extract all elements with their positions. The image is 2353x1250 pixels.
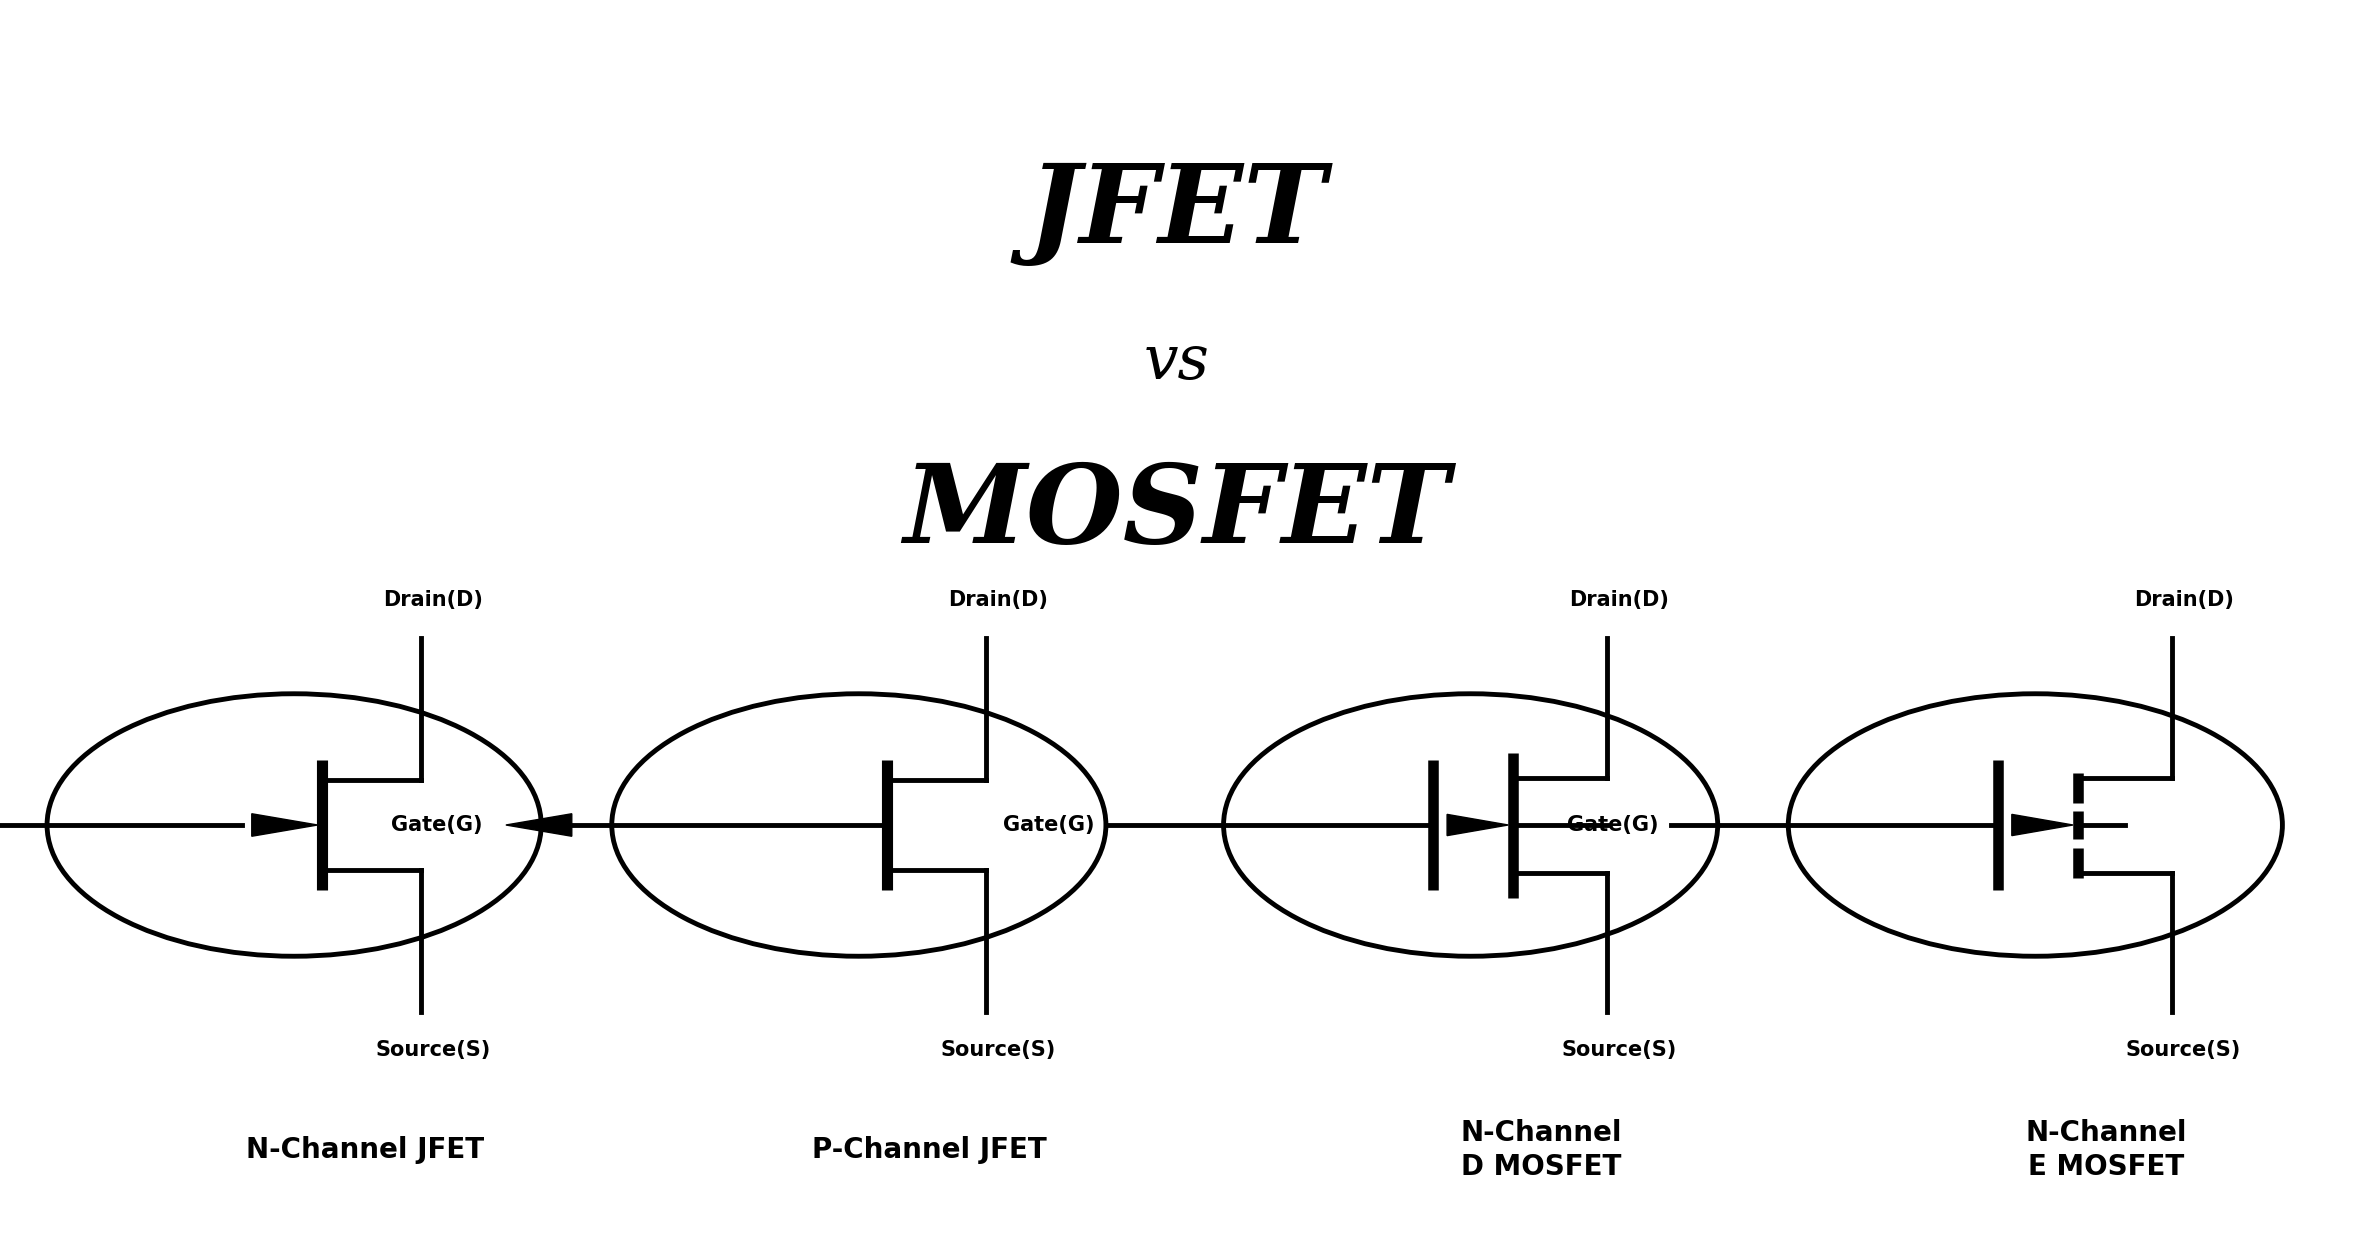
- Text: N-Channel
D MOSFET: N-Channel D MOSFET: [1461, 1119, 1621, 1181]
- Text: Gate(G): Gate(G): [1002, 815, 1094, 835]
- Text: JFET: JFET: [1026, 159, 1327, 266]
- Polygon shape: [252, 814, 318, 836]
- Text: Drain(D): Drain(D): [948, 590, 1047, 610]
- Text: Source(S): Source(S): [1562, 1040, 1675, 1060]
- Text: N-Channel JFET: N-Channel JFET: [245, 1136, 485, 1164]
- Text: N-Channel
E MOSFET: N-Channel E MOSFET: [2026, 1119, 2186, 1181]
- Text: Source(S): Source(S): [941, 1040, 1054, 1060]
- Text: MOSFET: MOSFET: [904, 459, 1449, 566]
- Text: Drain(D): Drain(D): [1569, 590, 1668, 610]
- Text: Source(S): Source(S): [2127, 1040, 2240, 1060]
- Polygon shape: [1447, 815, 1508, 835]
- Text: P-Channel JFET: P-Channel JFET: [812, 1136, 1047, 1164]
- Polygon shape: [506, 814, 572, 836]
- Text: vs: vs: [1144, 332, 1209, 392]
- Polygon shape: [2012, 815, 2073, 835]
- Text: Source(S): Source(S): [376, 1040, 489, 1060]
- Text: Drain(D): Drain(D): [384, 590, 482, 610]
- Text: Gate(G): Gate(G): [1567, 815, 1659, 835]
- Text: Gate(G): Gate(G): [391, 815, 482, 835]
- Text: Drain(D): Drain(D): [2134, 590, 2233, 610]
